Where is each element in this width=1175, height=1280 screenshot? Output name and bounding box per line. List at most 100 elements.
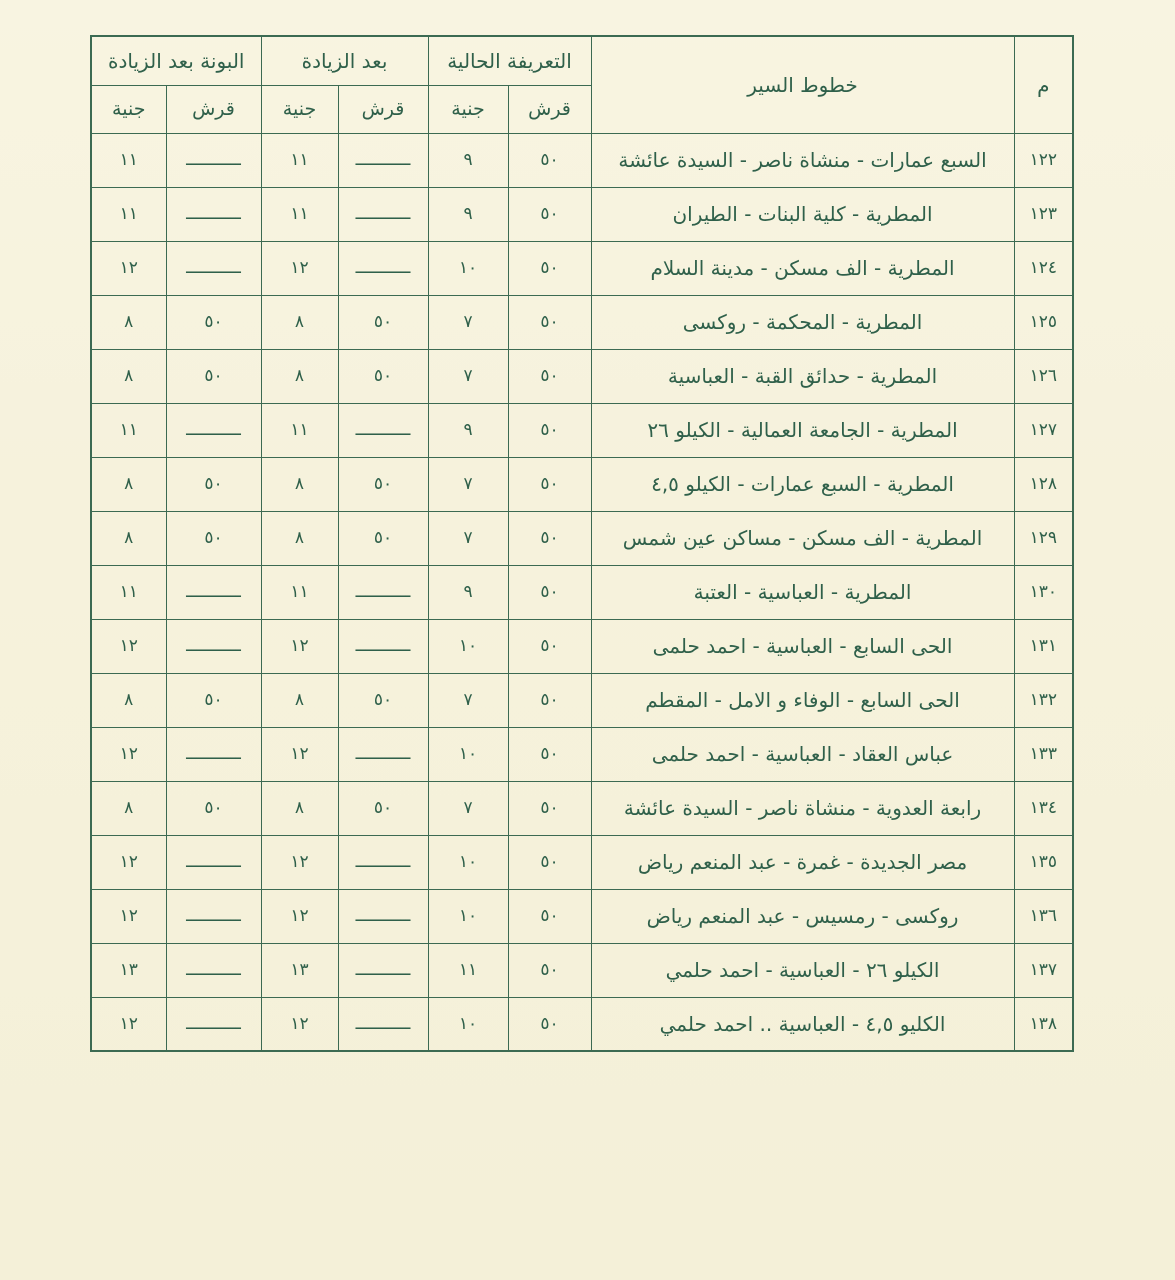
after-increase-gineih: ١٢ bbox=[260, 726, 339, 782]
coupon-after-increase-qirsh: ـــــــــــ bbox=[165, 240, 262, 296]
coupon-after-increase-gineih: ١١ bbox=[90, 132, 167, 188]
coupon-after-increase-qirsh: ـــــــــــ bbox=[165, 888, 262, 944]
table-row: ١٢٤ المطرية - الف مسكن - مدينة السلام ٥٠… bbox=[90, 240, 1074, 296]
header-group-row: م خطوط السير التعريفة الحالية بعد الزياد… bbox=[90, 35, 1074, 134]
after-increase-gineih: ١١ bbox=[260, 132, 339, 188]
after-increase-gineih: ١٢ bbox=[260, 888, 339, 944]
after-increase-qirsh: ـــــــــــ bbox=[337, 888, 429, 944]
table-row: ١٢٨ المطرية - السبع عمارات - الكيلو ٤,٥ … bbox=[90, 456, 1074, 512]
route-serial-number: ١٣٠ bbox=[1013, 564, 1074, 620]
coupon-after-increase-gineih: ١٢ bbox=[90, 726, 167, 782]
table-row: ١٢٢ السبع عمارات - منشاة ناصر - السيدة ع… bbox=[90, 132, 1074, 188]
coupon-after-increase-gineih: ١٢ bbox=[90, 834, 167, 890]
after-increase-qirsh: ـــــــــــ bbox=[337, 240, 429, 296]
after-increase-qirsh: ـــــــــــ bbox=[337, 132, 429, 188]
coupon-after-increase-gineih: ١٢ bbox=[90, 618, 167, 674]
route-serial-number: ١٢٦ bbox=[1013, 348, 1074, 404]
route-name: الحى السابع - الوفاء و الامل - المقطم bbox=[590, 672, 1015, 728]
after-increase-gineih: ١١ bbox=[260, 402, 339, 458]
after-increase-qirsh: ٥٠ bbox=[337, 348, 429, 404]
route-name: مصر الجديدة - غمرة - عبد المنعم رياض bbox=[590, 834, 1015, 890]
table-row: ١٣٨ الكليو ٤,٥ - العباسية .. احمد حلمي ٥… bbox=[90, 996, 1074, 1052]
current-tariff-gineih: ٩ bbox=[427, 186, 509, 242]
route-serial-number: ١٢٢ bbox=[1013, 132, 1074, 188]
after-increase-qirsh: ٥٠ bbox=[337, 510, 429, 566]
coupon-after-increase-qirsh: ٥٠ bbox=[165, 672, 262, 728]
coupon-after-increase-qirsh: ـــــــــــ bbox=[165, 942, 262, 998]
current-tariff-qirsh: ٥٠ bbox=[507, 672, 592, 728]
header-coupon-qirsh: قرش bbox=[165, 84, 262, 134]
after-increase-gineih: ١١ bbox=[260, 564, 339, 620]
after-increase-gineih: ٨ bbox=[260, 672, 339, 728]
table-row: ١٢٦ المطرية - حدائق القبة - العباسية ٥٠ … bbox=[90, 348, 1074, 404]
table-row: ١٣٢ الحى السابع - الوفاء و الامل - المقط… bbox=[90, 672, 1074, 728]
current-tariff-gineih: ٧ bbox=[427, 348, 509, 404]
coupon-after-increase-gineih: ١٢ bbox=[90, 996, 167, 1052]
current-tariff-gineih: ٩ bbox=[427, 564, 509, 620]
current-tariff-qirsh: ٥٠ bbox=[507, 402, 592, 458]
route-name: المطرية - المحكمة - روكسى bbox=[590, 294, 1015, 350]
current-tariff-gineih: ١١ bbox=[427, 942, 509, 998]
coupon-after-increase-qirsh: ـــــــــــ bbox=[165, 564, 262, 620]
header-serial: م bbox=[1013, 35, 1074, 134]
table-row: ١٢٥ المطرية - المحكمة - روكسى ٥٠ ٧ ٥٠ ٨ … bbox=[90, 294, 1074, 350]
route-serial-number: ١٣٨ bbox=[1013, 996, 1074, 1052]
header-coupon-after-increase: البونة بعد الزيادة bbox=[90, 35, 262, 86]
coupon-after-increase-gineih: ١١ bbox=[90, 402, 167, 458]
after-increase-qirsh: ـــــــــــ bbox=[337, 618, 429, 674]
coupon-after-increase-gineih: ١٢ bbox=[90, 888, 167, 944]
coupon-after-increase-qirsh: ـــــــــــ bbox=[165, 132, 262, 188]
current-tariff-qirsh: ٥٠ bbox=[507, 834, 592, 890]
after-increase-qirsh: ـــــــــــ bbox=[337, 942, 429, 998]
route-name: المطرية - العباسية - العتبة bbox=[590, 564, 1015, 620]
after-increase-qirsh: ٥٠ bbox=[337, 672, 429, 728]
route-name: المطرية - الف مسكن - مدينة السلام bbox=[590, 240, 1015, 296]
current-tariff-qirsh: ٥٠ bbox=[507, 780, 592, 836]
current-tariff-qirsh: ٥٠ bbox=[507, 564, 592, 620]
after-increase-qirsh: ـــــــــــ bbox=[337, 402, 429, 458]
after-increase-qirsh: ـــــــــــ bbox=[337, 726, 429, 782]
after-increase-qirsh: ٥٠ bbox=[337, 456, 429, 512]
after-increase-qirsh: ـــــــــــ bbox=[337, 834, 429, 890]
current-tariff-qirsh: ٥٠ bbox=[507, 186, 592, 242]
route-serial-number: ١٣١ bbox=[1013, 618, 1074, 674]
coupon-after-increase-qirsh: ـــــــــــ bbox=[165, 186, 262, 242]
current-tariff-qirsh: ٥٠ bbox=[507, 348, 592, 404]
current-tariff-gineih: ٧ bbox=[427, 294, 509, 350]
current-tariff-qirsh: ٥٠ bbox=[507, 996, 592, 1052]
route-serial-number: ١٣٣ bbox=[1013, 726, 1074, 782]
route-name: روكسى - رمسيس - عبد المنعم رياض bbox=[590, 888, 1015, 944]
current-tariff-qirsh: ٥٠ bbox=[507, 510, 592, 566]
coupon-after-increase-gineih: ١٣ bbox=[90, 942, 167, 998]
table-row: ١٣٤ رابعة العدوية - منشاة ناصر - السيدة … bbox=[90, 780, 1074, 836]
after-increase-qirsh: ـــــــــــ bbox=[337, 186, 429, 242]
after-increase-gineih: ١٢ bbox=[260, 834, 339, 890]
coupon-after-increase-qirsh: ـــــــــــ bbox=[165, 402, 262, 458]
after-increase-gineih: ٨ bbox=[260, 510, 339, 566]
current-tariff-gineih: ٧ bbox=[427, 672, 509, 728]
current-tariff-gineih: ١٠ bbox=[427, 726, 509, 782]
route-serial-number: ١٣٤ bbox=[1013, 780, 1074, 836]
route-name: الحى السابع - العباسية - احمد حلمى bbox=[590, 618, 1015, 674]
after-increase-qirsh: ـــــــــــ bbox=[337, 564, 429, 620]
current-tariff-qirsh: ٥٠ bbox=[507, 240, 592, 296]
table-row: ١٣١ الحى السابع - العباسية - احمد حلمى ٥… bbox=[90, 618, 1074, 674]
after-increase-gineih: ١٢ bbox=[260, 618, 339, 674]
route-name: المطرية - كلية البنات - الطيران bbox=[590, 186, 1015, 242]
header-routes: خطوط السير bbox=[590, 35, 1015, 134]
coupon-after-increase-qirsh: ـــــــــــ bbox=[165, 726, 262, 782]
current-tariff-qirsh: ٥٠ bbox=[507, 132, 592, 188]
after-increase-qirsh: ـــــــــــ bbox=[337, 996, 429, 1052]
coupon-after-increase-gineih: ٨ bbox=[90, 510, 167, 566]
current-tariff-gineih: ١٠ bbox=[427, 888, 509, 944]
route-serial-number: ١٢٥ bbox=[1013, 294, 1074, 350]
coupon-after-increase-qirsh: ـــــــــــ bbox=[165, 996, 262, 1052]
fare-table: م خطوط السير التعريفة الحالية بعد الزياد… bbox=[90, 35, 1075, 1052]
route-name: عباس العقاد - العباسية - احمد حلمى bbox=[590, 726, 1015, 782]
coupon-after-increase-gineih: ٨ bbox=[90, 456, 167, 512]
coupon-after-increase-qirsh: ٥٠ bbox=[165, 294, 262, 350]
coupon-after-increase-qirsh: ـــــــــــ bbox=[165, 834, 262, 890]
current-tariff-qirsh: ٥٠ bbox=[507, 456, 592, 512]
current-tariff-gineih: ٧ bbox=[427, 456, 509, 512]
